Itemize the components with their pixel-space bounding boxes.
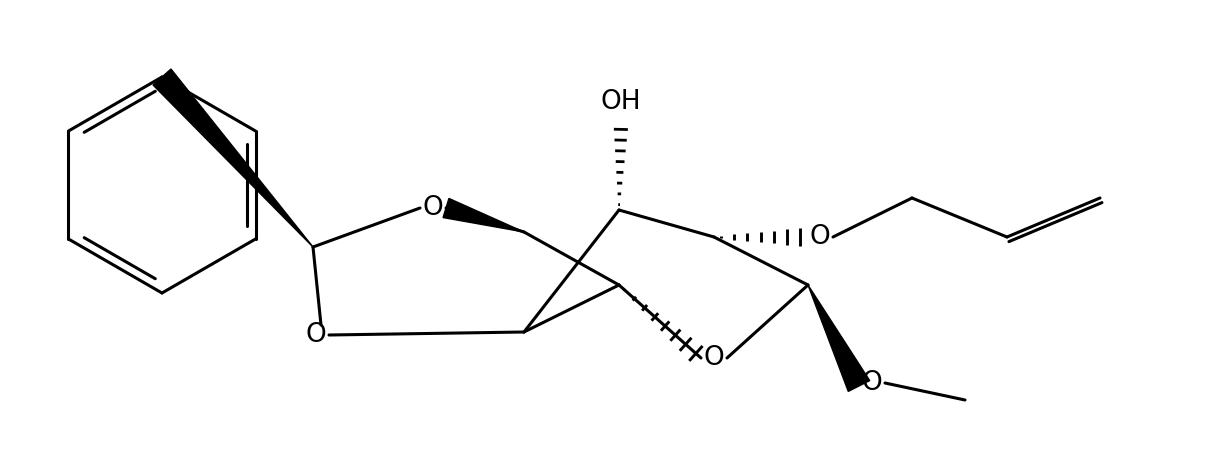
Text: O: O: [422, 195, 443, 221]
Polygon shape: [152, 69, 313, 247]
Text: O: O: [862, 370, 882, 396]
Polygon shape: [808, 285, 870, 392]
Text: O: O: [306, 322, 327, 348]
Text: O: O: [809, 224, 830, 250]
Text: OH: OH: [600, 89, 641, 115]
Polygon shape: [443, 199, 524, 232]
Text: O: O: [704, 345, 725, 371]
